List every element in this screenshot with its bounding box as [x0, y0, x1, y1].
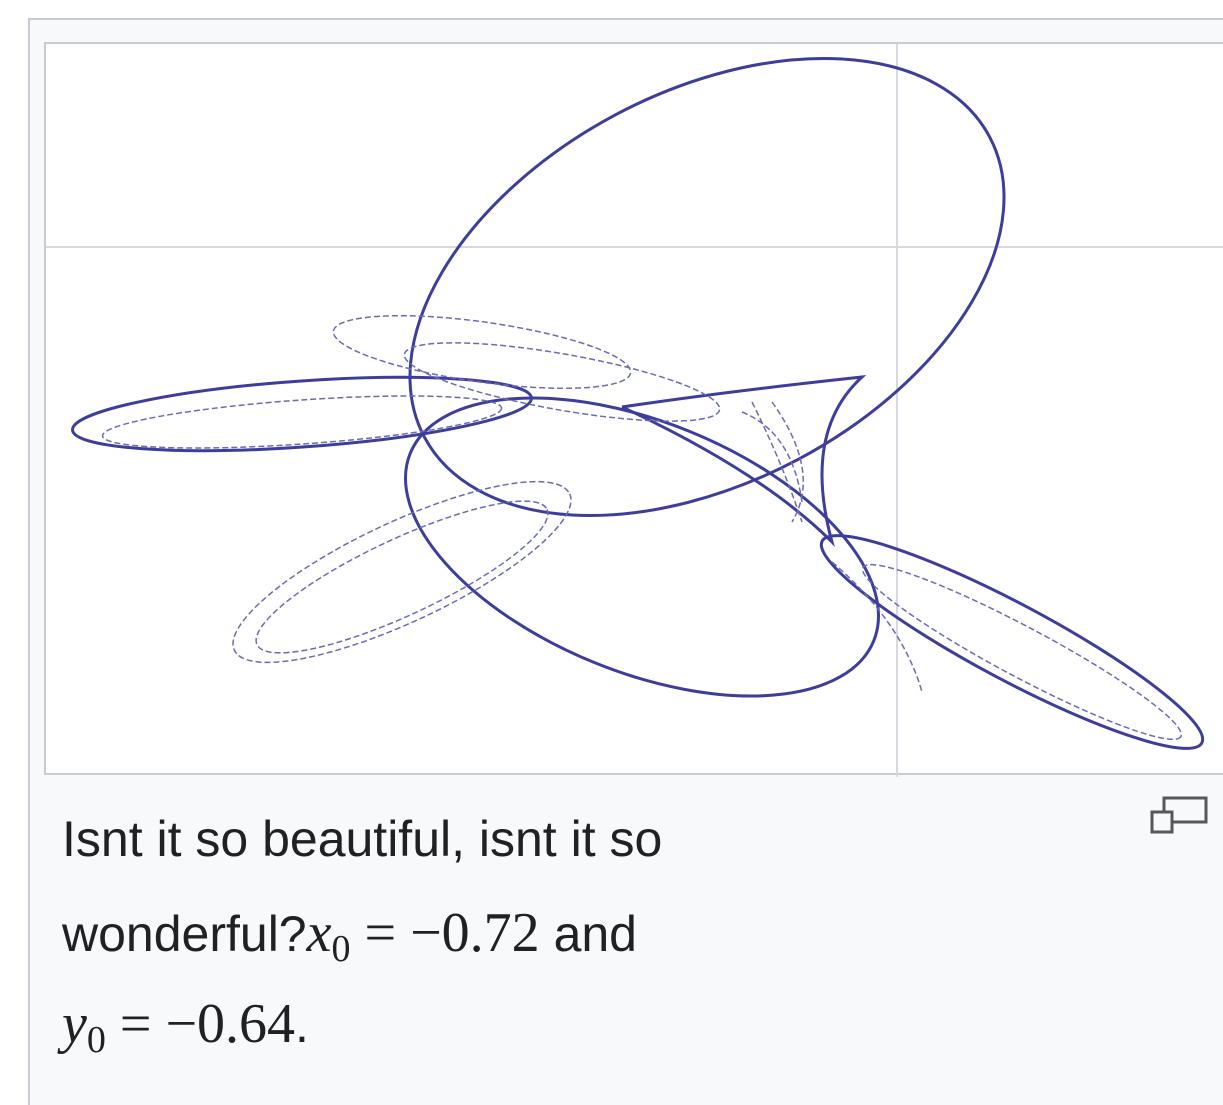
- math-variable: y: [62, 993, 87, 1055]
- math-variable: x: [306, 902, 332, 964]
- caption-text: .: [295, 997, 309, 1053]
- figure-image[interactable]: [44, 42, 1223, 777]
- attractor-curves: [71, 56, 1205, 750]
- caption-text: and: [553, 906, 637, 962]
- math-value: −0.64: [165, 993, 296, 1055]
- math-relation: =: [119, 993, 152, 1055]
- attractor-plot: [46, 44, 1223, 777]
- enlarge-icon[interactable]: [1148, 795, 1212, 839]
- caption-line: y0 = −0.64.: [62, 996, 309, 1059]
- math: x0 = −0.72: [306, 902, 540, 968]
- math-value: −0.72: [410, 902, 540, 964]
- caption-text: wonderful?: [62, 906, 307, 962]
- caption-text: Isnt it so beautiful, isnt it so: [62, 811, 663, 867]
- caption-line: Isnt it so beautiful, isnt it so: [62, 814, 662, 864]
- math: y0 = −0.64: [62, 993, 296, 1059]
- math-subscript: 0: [86, 1019, 106, 1061]
- math-relation: =: [364, 902, 397, 964]
- attractor-scatter: [101, 314, 1183, 741]
- math-subscript: 0: [331, 928, 351, 970]
- caption-line: wonderful?x0 = −0.72 and: [62, 905, 637, 968]
